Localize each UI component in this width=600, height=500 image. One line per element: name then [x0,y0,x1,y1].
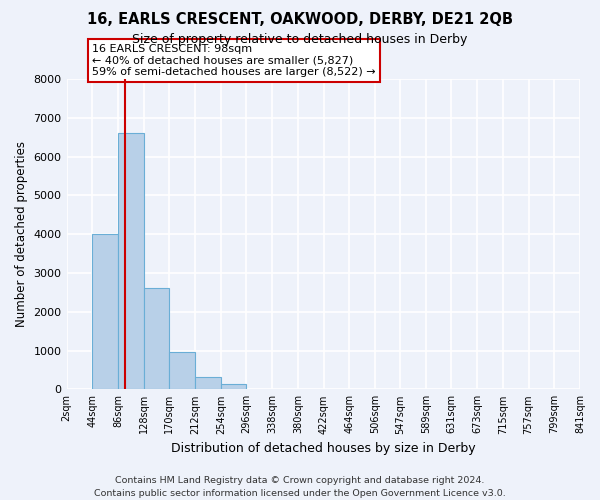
Text: 16 EARLS CRESCENT: 98sqm
← 40% of detached houses are smaller (5,827)
59% of sem: 16 EARLS CRESCENT: 98sqm ← 40% of detach… [92,44,376,77]
Y-axis label: Number of detached properties: Number of detached properties [15,141,28,327]
Text: Contains HM Land Registry data © Crown copyright and database right 2024.: Contains HM Land Registry data © Crown c… [115,476,485,485]
Text: Size of property relative to detached houses in Derby: Size of property relative to detached ho… [133,32,467,46]
Bar [118,134,143,390]
Bar [143,288,169,390]
Bar [221,384,247,390]
Bar [92,234,118,390]
Bar [195,377,221,390]
Text: 16, EARLS CRESCENT, OAKWOOD, DERBY, DE21 2QB: 16, EARLS CRESCENT, OAKWOOD, DERBY, DE21… [87,12,513,28]
Bar [169,352,195,390]
Text: Contains public sector information licensed under the Open Government Licence v3: Contains public sector information licen… [94,488,506,498]
X-axis label: Distribution of detached houses by size in Derby: Distribution of detached houses by size … [171,442,476,455]
